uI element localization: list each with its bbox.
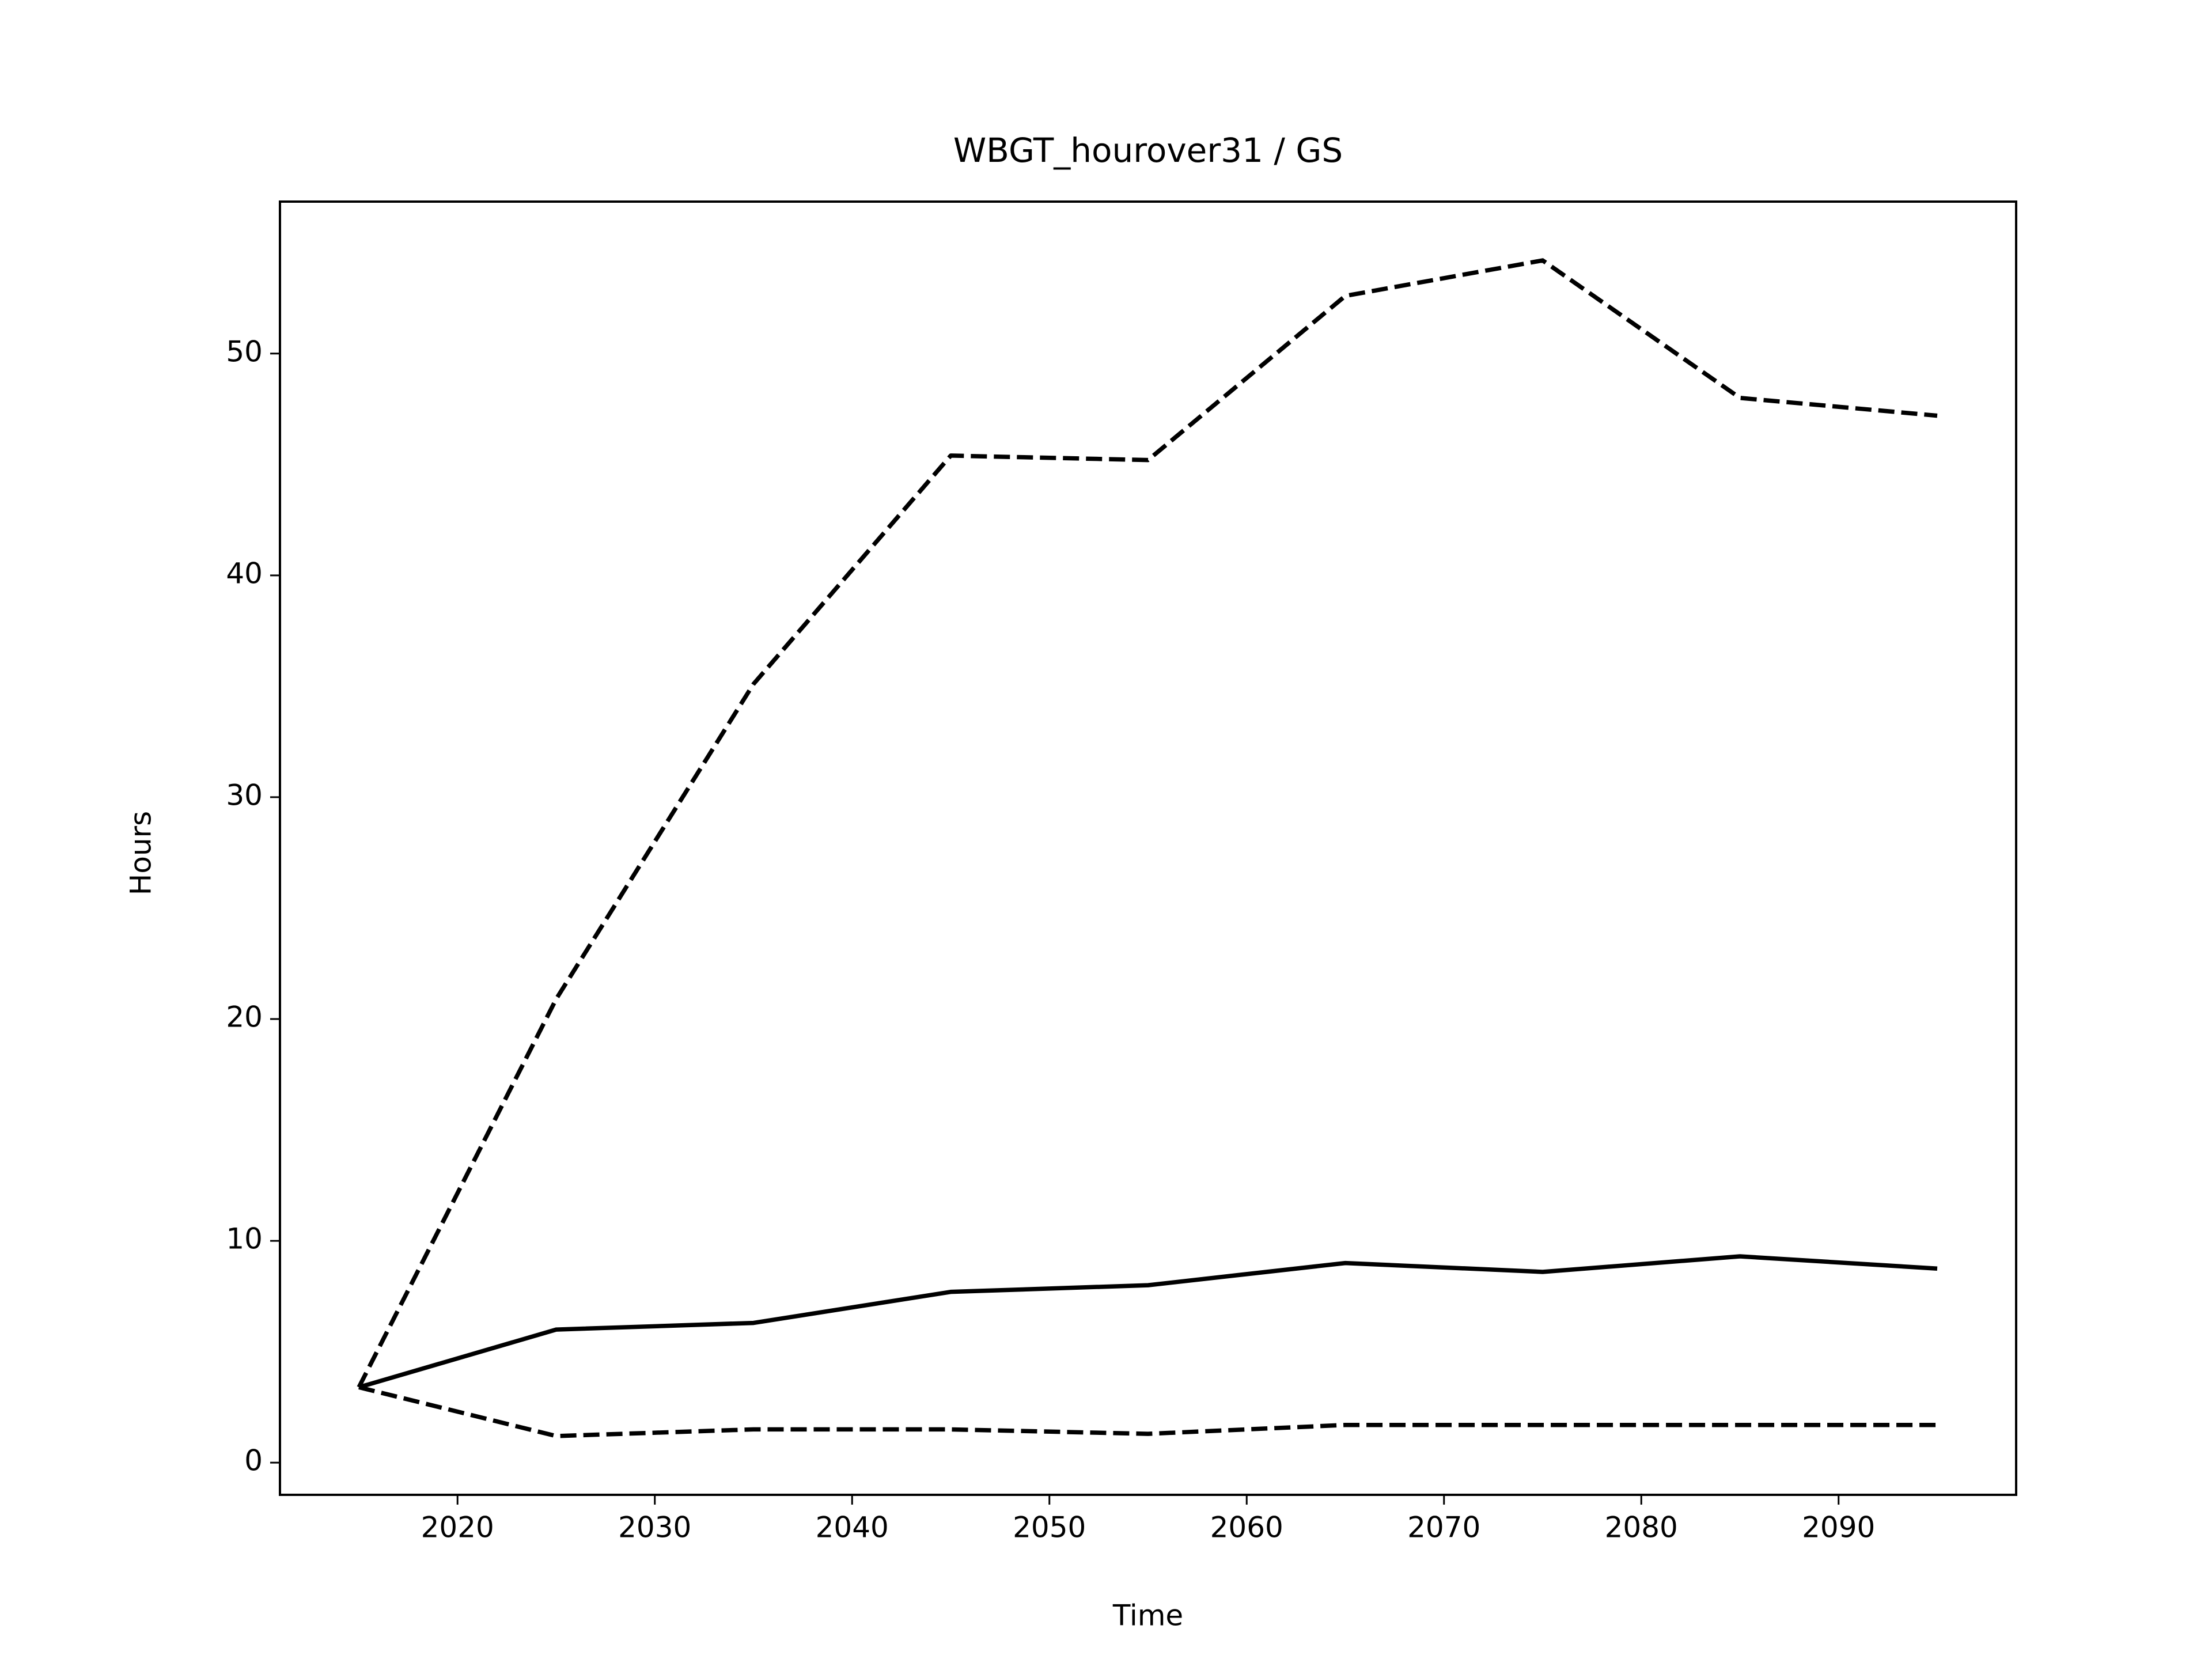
line-series	[358, 1385, 1937, 1438]
y-axis-label: Hours	[124, 811, 158, 895]
x-tick-label: 2080	[1605, 1511, 1678, 1544]
y-tick-label: 0	[244, 1444, 263, 1478]
x-tick-label: 2040	[816, 1511, 889, 1544]
x-tick-label: 2070	[1407, 1511, 1480, 1544]
y-tick-label: 20	[226, 1001, 263, 1034]
chart-title: WBGT_hourover31 / GS	[953, 131, 1343, 170]
y-tick-label: 40	[226, 556, 263, 590]
line-series	[358, 1254, 1938, 1389]
x-tick-label: 2030	[618, 1511, 691, 1544]
x-tick-label: 2050	[1013, 1511, 1086, 1544]
x-tick-label: 2090	[1802, 1511, 1875, 1544]
plot-frame	[279, 200, 2017, 1496]
y-tick-label: 10	[226, 1222, 263, 1256]
y-tick-label: 50	[226, 335, 263, 368]
x-tick-label: 2060	[1210, 1511, 1283, 1544]
x-tick-label: 2020	[421, 1511, 494, 1544]
x-axis-label: Time	[1112, 1599, 1183, 1633]
y-tick-label: 30	[226, 778, 263, 812]
line-series	[357, 258, 1938, 1388]
